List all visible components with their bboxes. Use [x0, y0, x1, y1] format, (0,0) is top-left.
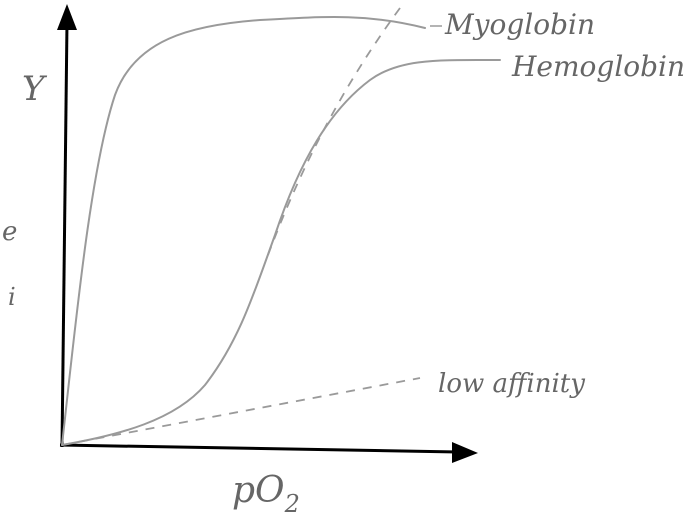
- myoglobin-curve: [62, 17, 425, 445]
- x-label-subscript: 2: [284, 490, 300, 518]
- y-label: Y: [22, 69, 48, 109]
- myoglobin-label: Myoglobin: [444, 8, 595, 41]
- low-affinity-label: low affinity: [438, 369, 585, 399]
- x-arrow: [452, 442, 478, 463]
- hemoglobin-curve: [62, 60, 500, 445]
- y-axis: [62, 22, 67, 447]
- dashed-curve: [268, 8, 400, 255]
- fragment-text: e: [2, 217, 17, 247]
- diagram: Y e i Myoglobin Hemoglobin low affinity …: [0, 0, 686, 519]
- x-axis: [60, 445, 458, 452]
- x-label: pO2: [232, 470, 300, 518]
- x-label-main: pO: [232, 470, 285, 511]
- hemoglobin-label: Hemoglobin: [511, 50, 685, 83]
- y-arrow: [57, 4, 77, 30]
- fragment-text: i: [8, 283, 16, 311]
- low-affinity-curve: [62, 378, 420, 445]
